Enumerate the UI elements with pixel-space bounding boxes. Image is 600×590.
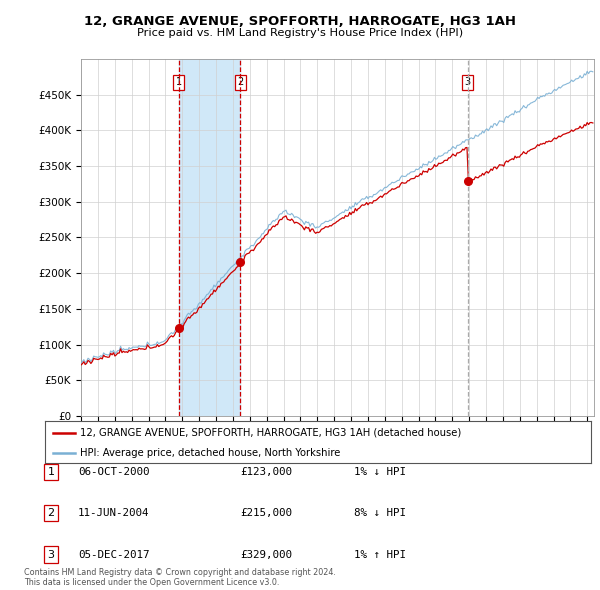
Text: 2: 2 (47, 509, 55, 518)
Text: £329,000: £329,000 (240, 550, 292, 559)
Text: 05-DEC-2017: 05-DEC-2017 (78, 550, 149, 559)
Text: 06-OCT-2000: 06-OCT-2000 (78, 467, 149, 477)
Text: £215,000: £215,000 (240, 509, 292, 518)
Text: 1: 1 (47, 467, 55, 477)
Text: Contains HM Land Registry data © Crown copyright and database right 2024.
This d: Contains HM Land Registry data © Crown c… (24, 568, 336, 587)
Text: 1% ↑ HPI: 1% ↑ HPI (354, 550, 406, 559)
Text: 1: 1 (176, 77, 182, 87)
Text: 12, GRANGE AVENUE, SPOFFORTH, HARROGATE, HG3 1AH (detached house): 12, GRANGE AVENUE, SPOFFORTH, HARROGATE,… (80, 428, 462, 438)
Text: £123,000: £123,000 (240, 467, 292, 477)
Text: 11-JUN-2004: 11-JUN-2004 (78, 509, 149, 518)
Text: 8% ↓ HPI: 8% ↓ HPI (354, 509, 406, 518)
Text: 2: 2 (238, 77, 244, 87)
Text: 3: 3 (47, 550, 55, 559)
Text: 1% ↓ HPI: 1% ↓ HPI (354, 467, 406, 477)
Text: HPI: Average price, detached house, North Yorkshire: HPI: Average price, detached house, Nort… (80, 448, 341, 457)
Bar (179, 59, 241, 416)
Text: 3: 3 (465, 77, 471, 87)
Text: 12, GRANGE AVENUE, SPOFFORTH, HARROGATE, HG3 1AH: 12, GRANGE AVENUE, SPOFFORTH, HARROGATE,… (84, 15, 516, 28)
Text: Price paid vs. HM Land Registry's House Price Index (HPI): Price paid vs. HM Land Registry's House … (137, 28, 463, 38)
